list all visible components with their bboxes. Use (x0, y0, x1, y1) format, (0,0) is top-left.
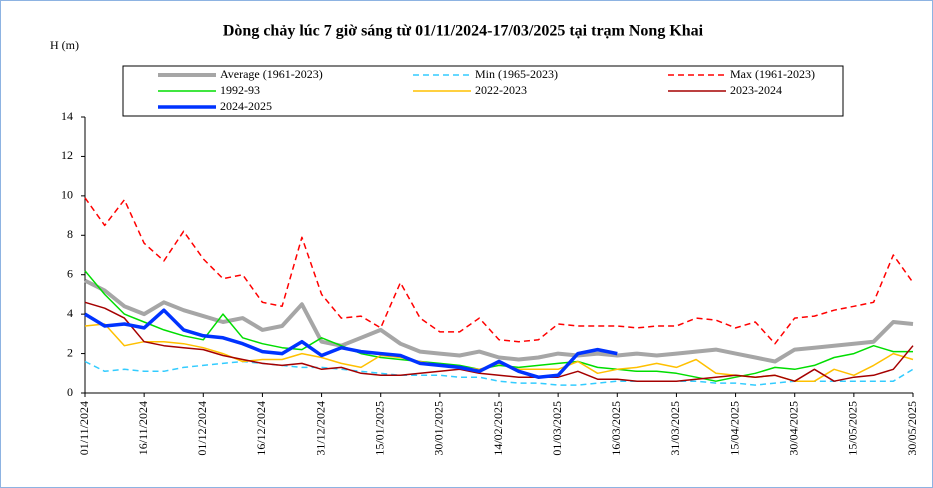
y-tick-label: 8 (67, 227, 73, 241)
x-tick-label: 16/03/2025 (609, 401, 623, 456)
y-tick-label: 12 (61, 148, 73, 162)
legend-label: Average (1961-2023) (220, 67, 323, 81)
x-tick-label: 15/01/2025 (372, 401, 386, 456)
x-tick-label: 31/03/2025 (668, 401, 682, 456)
x-tick-label: 01/12/2024 (195, 401, 209, 456)
legend-label: 2023-2024 (730, 83, 782, 97)
legend-label: 2024-2025 (220, 99, 272, 113)
x-tick-label: 01/11/2024 (77, 401, 91, 455)
x-tick-label: 15/05/2025 (846, 401, 860, 456)
x-tick-label: 30/04/2025 (786, 401, 800, 456)
series-line (84, 360, 914, 386)
x-tick-label: 15/04/2025 (727, 401, 741, 456)
legend-label: 2022-2023 (475, 83, 527, 97)
x-tick-label: 30/01/2025 (432, 401, 446, 456)
x-tick-label: 16/12/2024 (254, 401, 268, 456)
x-tick-label: 31/12/2024 (313, 401, 327, 456)
x-tick-label: 14/02/2025 (491, 401, 505, 456)
series-line (84, 278, 914, 364)
chart-title: Dòng chảy lúc 7 giờ sáng từ 01/11/2024-1… (223, 23, 704, 40)
legend-label: Max (1961-2023) (730, 67, 815, 81)
series-line (84, 197, 914, 345)
y-axis-label: H (m) (50, 38, 79, 52)
series-line (84, 308, 618, 379)
x-tick-label: 16/11/2024 (136, 401, 150, 455)
y-tick-label: 10 (61, 188, 73, 202)
series-line (84, 270, 913, 382)
series-line (84, 301, 914, 382)
legend-label: Min (1965-2023) (475, 67, 558, 81)
y-tick-label: 6 (67, 266, 73, 280)
x-tick-label: 30/05/2025 (905, 401, 919, 456)
y-tick-label: 4 (67, 306, 73, 320)
y-tick-label: 14 (61, 109, 73, 123)
y-tick-label: 0 (67, 385, 73, 399)
x-tick-label: 01/03/2025 (550, 401, 564, 456)
y-tick-label: 2 (67, 345, 73, 359)
legend-label: 1992-93 (220, 83, 260, 97)
